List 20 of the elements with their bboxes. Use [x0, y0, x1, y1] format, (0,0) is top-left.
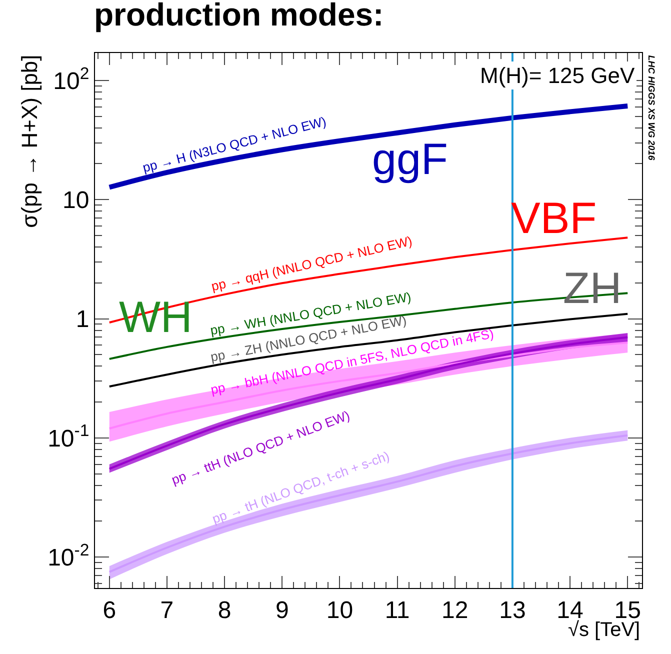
chart-title: production modes: [94, 0, 384, 33]
y-tick-label: 10$^{-1}$ [48, 421, 90, 452]
text: pp → H (N3LO QCD + NLO EW) [141, 114, 328, 176]
text: LHC HIGGS XS WG 2016 [646, 55, 657, 162]
x-tick-label: 8 [218, 596, 232, 624]
y-tick-label: 10 [62, 187, 90, 214]
x-tick-label: 6 [102, 596, 116, 624]
y-tick-label: 1 [76, 306, 90, 334]
x-tick-label: 11 [384, 596, 410, 624]
y-tick-label: 10$^{2}$ [53, 64, 90, 95]
y-axis-title: σ(pp → H+X) [pb] [16, 54, 42, 228]
y-tick-label: 10$^{-2}$ [48, 540, 90, 572]
annotation: ggF [372, 135, 448, 184]
x-tick-label: 13 [499, 596, 526, 624]
annotation: M(H)= 125 GeV [480, 63, 635, 88]
x-tick-label: 7 [160, 596, 174, 624]
x-axis-title: √s [TeV] [568, 619, 640, 641]
x-tick-label: 9 [275, 596, 289, 624]
x-tick-label: 10 [326, 596, 354, 624]
x-tick-label: 12 [442, 596, 468, 624]
